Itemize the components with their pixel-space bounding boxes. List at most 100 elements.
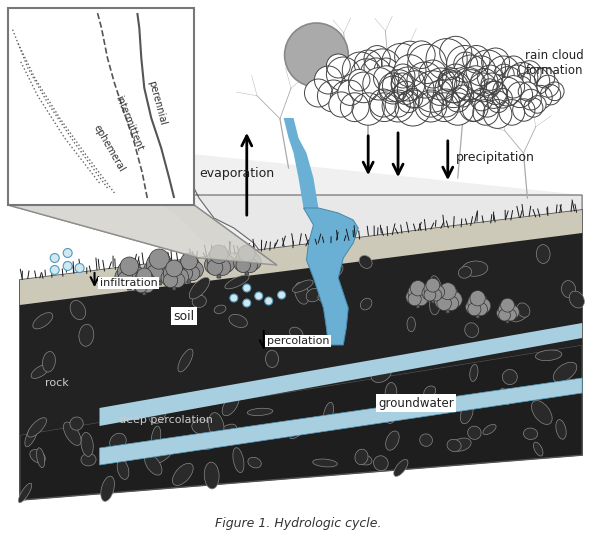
- Circle shape: [415, 90, 447, 122]
- Circle shape: [244, 253, 261, 270]
- Circle shape: [460, 93, 488, 122]
- Text: percolation: percolation: [266, 336, 329, 346]
- Circle shape: [146, 252, 172, 278]
- Ellipse shape: [462, 261, 488, 277]
- Circle shape: [176, 263, 193, 279]
- Circle shape: [422, 286, 436, 300]
- Circle shape: [475, 298, 491, 314]
- Ellipse shape: [37, 448, 45, 468]
- Circle shape: [178, 256, 200, 277]
- Ellipse shape: [355, 449, 368, 465]
- Circle shape: [395, 41, 425, 72]
- Circle shape: [406, 289, 421, 305]
- Circle shape: [137, 268, 152, 283]
- Circle shape: [397, 71, 434, 108]
- Circle shape: [284, 23, 348, 87]
- Ellipse shape: [470, 364, 478, 381]
- Circle shape: [418, 92, 443, 117]
- Circle shape: [161, 270, 178, 286]
- Circle shape: [445, 291, 462, 308]
- Circle shape: [118, 272, 133, 287]
- Circle shape: [470, 68, 498, 96]
- Circle shape: [170, 273, 185, 288]
- Text: perennial: perennial: [146, 80, 168, 126]
- Bar: [8, 8, 194, 205]
- Circle shape: [439, 283, 456, 300]
- Ellipse shape: [430, 293, 440, 315]
- Text: soil: soil: [173, 309, 194, 322]
- Ellipse shape: [290, 327, 303, 339]
- Circle shape: [354, 74, 389, 109]
- Circle shape: [394, 81, 418, 104]
- Circle shape: [350, 80, 382, 112]
- Circle shape: [118, 260, 141, 284]
- Ellipse shape: [31, 365, 49, 378]
- Ellipse shape: [361, 298, 372, 310]
- Circle shape: [484, 81, 507, 104]
- Circle shape: [524, 98, 543, 117]
- Circle shape: [185, 266, 200, 281]
- Circle shape: [427, 80, 452, 105]
- Circle shape: [410, 280, 425, 296]
- Ellipse shape: [424, 386, 436, 398]
- Circle shape: [434, 293, 451, 309]
- Ellipse shape: [394, 459, 408, 476]
- Ellipse shape: [385, 383, 397, 404]
- Circle shape: [363, 68, 395, 100]
- Circle shape: [425, 68, 457, 100]
- Circle shape: [367, 79, 395, 107]
- Circle shape: [529, 96, 546, 113]
- Circle shape: [416, 288, 431, 303]
- Polygon shape: [245, 264, 248, 275]
- Ellipse shape: [356, 454, 372, 465]
- Ellipse shape: [553, 362, 577, 382]
- Ellipse shape: [431, 276, 442, 298]
- Ellipse shape: [447, 440, 461, 451]
- Ellipse shape: [512, 311, 529, 322]
- Ellipse shape: [306, 288, 321, 302]
- Ellipse shape: [295, 282, 309, 304]
- Ellipse shape: [500, 388, 510, 405]
- Circle shape: [374, 58, 398, 82]
- Circle shape: [329, 92, 354, 117]
- Circle shape: [391, 73, 413, 95]
- Circle shape: [416, 50, 443, 76]
- Circle shape: [382, 90, 414, 122]
- Circle shape: [431, 285, 445, 299]
- Circle shape: [381, 78, 405, 102]
- Polygon shape: [20, 210, 582, 435]
- Circle shape: [424, 72, 451, 98]
- Circle shape: [446, 88, 470, 112]
- Circle shape: [514, 73, 536, 95]
- Circle shape: [255, 292, 263, 300]
- Text: rock: rock: [45, 378, 68, 388]
- Polygon shape: [20, 210, 582, 305]
- Circle shape: [545, 82, 564, 101]
- Circle shape: [142, 275, 157, 291]
- Polygon shape: [20, 345, 582, 500]
- Circle shape: [178, 266, 193, 281]
- Circle shape: [505, 65, 530, 91]
- Circle shape: [470, 50, 506, 86]
- Ellipse shape: [290, 426, 305, 438]
- Ellipse shape: [323, 402, 334, 424]
- Text: evaporation: evaporation: [199, 166, 274, 180]
- Circle shape: [500, 298, 514, 312]
- Circle shape: [535, 67, 555, 88]
- Circle shape: [314, 66, 343, 94]
- Circle shape: [243, 284, 251, 292]
- Ellipse shape: [81, 433, 93, 456]
- Ellipse shape: [43, 351, 55, 372]
- Circle shape: [166, 260, 182, 277]
- Circle shape: [480, 79, 499, 98]
- Polygon shape: [284, 118, 319, 208]
- Circle shape: [455, 69, 487, 102]
- Circle shape: [426, 278, 440, 292]
- Ellipse shape: [222, 395, 239, 416]
- Circle shape: [401, 50, 436, 85]
- Text: deep percolation: deep percolation: [119, 415, 213, 425]
- Circle shape: [265, 297, 272, 305]
- Ellipse shape: [33, 313, 53, 329]
- Ellipse shape: [209, 413, 224, 438]
- Circle shape: [304, 79, 332, 107]
